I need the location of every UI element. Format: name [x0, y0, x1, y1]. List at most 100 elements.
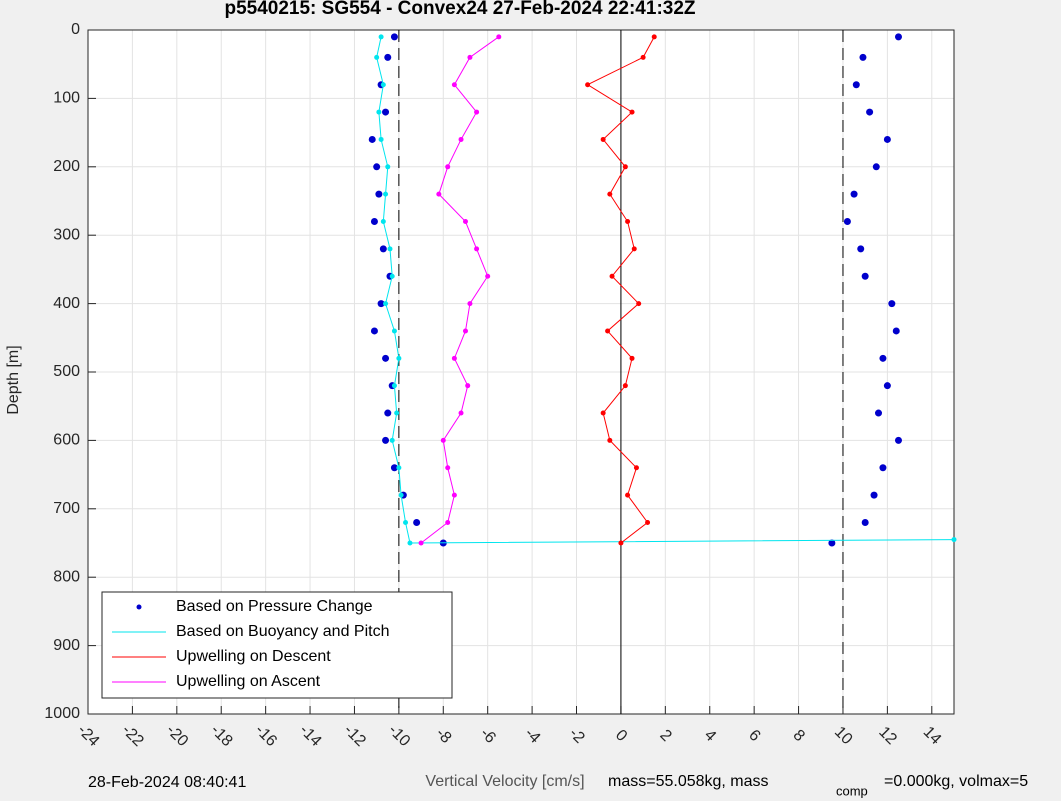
point	[892, 327, 900, 335]
point	[445, 164, 451, 170]
x-tick-label: -12	[340, 722, 368, 750]
point	[458, 410, 464, 416]
point	[384, 53, 392, 61]
x-tick-label: -4	[521, 725, 543, 747]
point	[629, 355, 635, 361]
x-axis-label: Vertical Velocity [cm/s]	[425, 773, 584, 790]
point	[384, 409, 392, 417]
y-tick-label: 900	[53, 637, 80, 654]
x-tick-label: -18	[207, 722, 235, 750]
point	[861, 272, 869, 280]
point	[373, 163, 381, 171]
point	[622, 164, 628, 170]
point	[390, 33, 398, 41]
point	[451, 355, 457, 361]
legend-box	[101, 591, 453, 699]
footer-mass: mass=55.058kg, mass	[608, 773, 769, 790]
point	[870, 491, 878, 499]
point	[861, 518, 869, 526]
x-tick-label: 2	[656, 727, 674, 745]
point	[850, 190, 858, 198]
marks	[368, 33, 957, 547]
point	[445, 465, 451, 471]
x-tick-label: -22	[118, 722, 146, 750]
series-line	[586, 36, 655, 544]
point	[875, 409, 883, 417]
legend-label: Upwelling on Descent	[176, 648, 331, 665]
point	[625, 492, 631, 498]
point	[387, 246, 393, 252]
point	[607, 437, 613, 443]
point	[605, 328, 611, 334]
point	[377, 300, 385, 308]
point	[382, 108, 390, 116]
point	[636, 301, 642, 307]
point	[462, 328, 468, 334]
y-tick-label: 600	[53, 432, 80, 449]
point	[651, 34, 657, 40]
legend-label: Based on Pressure Change	[176, 598, 373, 615]
point	[951, 537, 957, 543]
point	[828, 539, 836, 547]
point	[883, 382, 891, 390]
point	[391, 328, 397, 334]
point	[894, 436, 902, 444]
point	[451, 492, 457, 498]
point	[379, 245, 387, 253]
footer-date: 28-Feb-2024 08:40:41	[88, 774, 246, 791]
point	[857, 245, 865, 253]
point	[496, 34, 502, 40]
point	[390, 464, 398, 472]
point	[622, 383, 628, 389]
point	[396, 465, 402, 471]
legend-swatch	[136, 604, 142, 610]
point	[609, 273, 615, 279]
point	[407, 540, 413, 546]
point	[585, 82, 591, 88]
legend-label: Based on Buoyancy and Pitch	[176, 623, 389, 640]
x-tick-label: 12	[875, 723, 900, 748]
y-tick-label: 100	[53, 90, 80, 107]
point	[445, 519, 451, 525]
x-tick-label: -16	[252, 722, 280, 750]
x-tick-label: -6	[477, 725, 499, 747]
point	[380, 219, 386, 225]
point	[391, 383, 397, 389]
point	[462, 219, 468, 225]
footer-sub: comp	[836, 783, 868, 798]
point	[633, 465, 639, 471]
y-tick-label: 700	[53, 500, 80, 517]
x-tick-label: -8	[432, 725, 454, 747]
x-tick-label: 4	[701, 727, 719, 745]
point	[879, 354, 887, 362]
point	[370, 218, 378, 226]
x-tick-label: -20	[163, 722, 191, 750]
y-tick-label: 300	[53, 226, 80, 243]
point	[843, 218, 851, 226]
point	[607, 191, 613, 197]
point	[474, 109, 480, 115]
x-tick-label: 8	[790, 727, 808, 745]
point	[383, 191, 389, 197]
point	[467, 301, 473, 307]
point	[451, 82, 457, 88]
point	[378, 34, 384, 40]
x-tick-label: 6	[745, 727, 763, 745]
point	[378, 136, 384, 142]
x-tick-label: 14	[920, 723, 945, 748]
point	[436, 191, 442, 197]
point	[394, 410, 400, 416]
point	[440, 437, 446, 443]
y-tick-label: 400	[53, 295, 80, 312]
footer-volmax: =0.000kg, volmax=5	[884, 773, 1028, 790]
series-line	[420, 36, 500, 544]
y-tick-label: 500	[53, 363, 80, 380]
point	[600, 410, 606, 416]
point	[376, 109, 382, 115]
axes-box	[87, 29, 955, 715]
point	[866, 108, 874, 116]
point	[625, 219, 631, 225]
point	[368, 135, 376, 143]
